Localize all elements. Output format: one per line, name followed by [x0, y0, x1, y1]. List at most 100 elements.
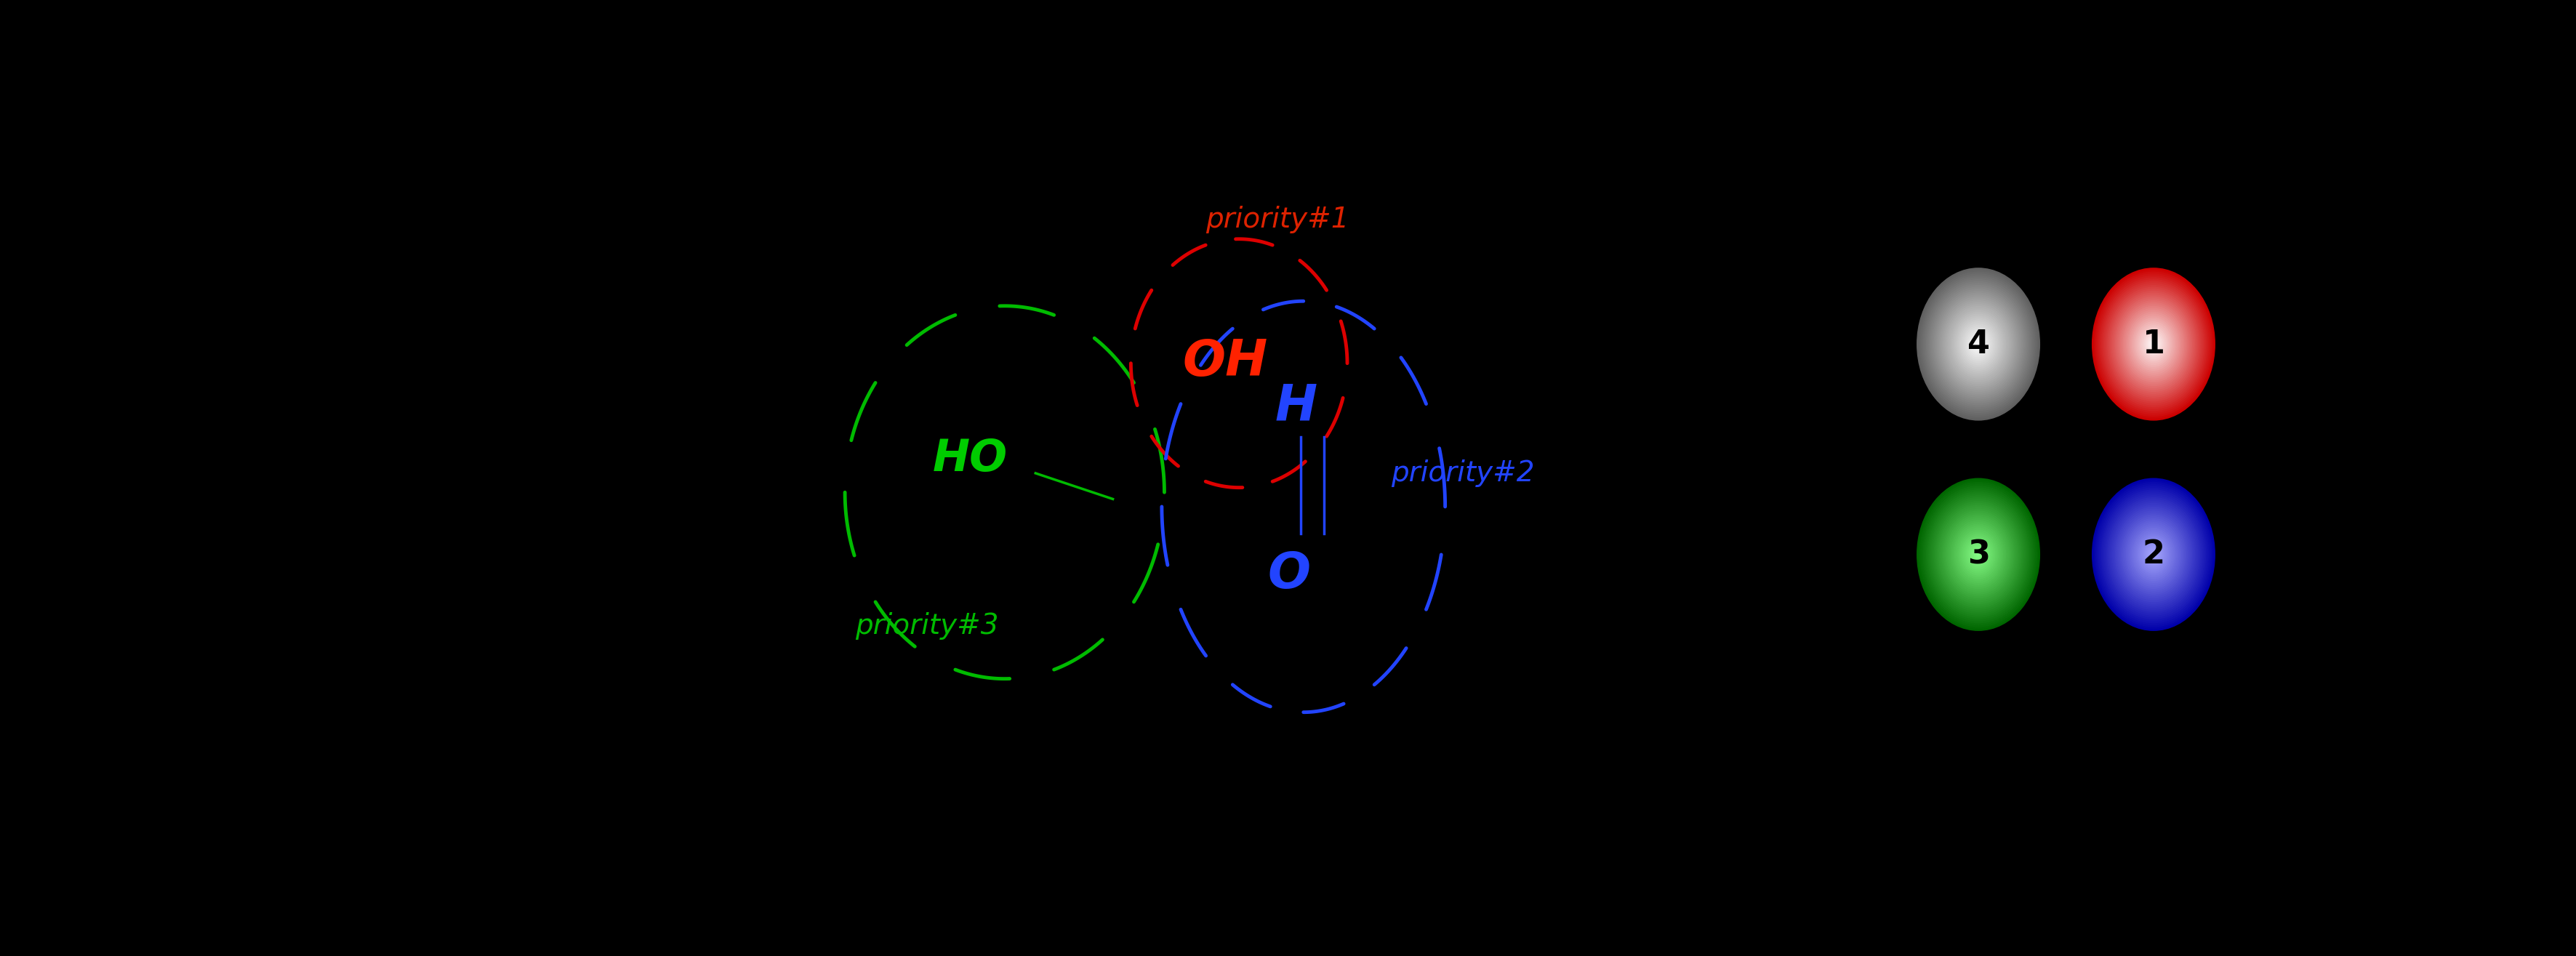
Ellipse shape	[2110, 499, 2197, 610]
Ellipse shape	[1935, 499, 2022, 610]
Ellipse shape	[2097, 275, 2210, 413]
Ellipse shape	[1922, 273, 2035, 415]
Ellipse shape	[2117, 300, 2190, 388]
Ellipse shape	[2094, 480, 2213, 629]
Ellipse shape	[1958, 530, 1999, 579]
Ellipse shape	[2097, 484, 2210, 625]
Ellipse shape	[1958, 319, 1999, 369]
Ellipse shape	[2094, 482, 2213, 627]
Ellipse shape	[2136, 532, 2172, 577]
Ellipse shape	[1973, 337, 1984, 352]
Ellipse shape	[2128, 522, 2179, 587]
Ellipse shape	[1973, 549, 1984, 560]
Ellipse shape	[1924, 277, 2032, 411]
Ellipse shape	[2151, 342, 2156, 346]
Text: 4: 4	[1968, 329, 1989, 359]
Ellipse shape	[1919, 482, 2038, 627]
Ellipse shape	[2120, 304, 2187, 384]
Ellipse shape	[2148, 338, 2159, 350]
Text: 2: 2	[2143, 539, 2164, 570]
Ellipse shape	[1958, 528, 1999, 581]
Ellipse shape	[1929, 493, 2027, 616]
Ellipse shape	[1919, 272, 2038, 417]
Ellipse shape	[2107, 287, 2200, 402]
Ellipse shape	[1955, 526, 2002, 583]
Ellipse shape	[2130, 526, 2177, 583]
Ellipse shape	[1973, 547, 1984, 562]
Ellipse shape	[2102, 281, 2205, 407]
Ellipse shape	[2133, 528, 2174, 581]
Ellipse shape	[2138, 535, 2169, 574]
Ellipse shape	[2110, 289, 2197, 400]
Ellipse shape	[1932, 497, 2025, 612]
Ellipse shape	[2105, 495, 2202, 614]
Ellipse shape	[2143, 333, 2164, 356]
Ellipse shape	[1937, 505, 2020, 604]
Ellipse shape	[2136, 533, 2172, 576]
Ellipse shape	[1942, 509, 2014, 600]
Ellipse shape	[1965, 539, 1991, 570]
Ellipse shape	[1968, 541, 1989, 568]
Ellipse shape	[1919, 480, 2038, 629]
Ellipse shape	[1937, 294, 2020, 394]
Text: H: H	[1275, 382, 1316, 430]
Ellipse shape	[2117, 298, 2190, 390]
Ellipse shape	[1953, 524, 2004, 585]
Ellipse shape	[2151, 553, 2156, 556]
Ellipse shape	[1960, 532, 1996, 577]
Ellipse shape	[1929, 283, 2027, 405]
Ellipse shape	[1968, 333, 1989, 356]
Ellipse shape	[2092, 478, 2215, 631]
Ellipse shape	[1940, 296, 2017, 392]
Text: priority#2: priority#2	[1391, 460, 1535, 487]
Ellipse shape	[2110, 291, 2197, 398]
Ellipse shape	[1976, 340, 1981, 348]
Ellipse shape	[2117, 509, 2190, 600]
Ellipse shape	[1971, 545, 1986, 564]
Ellipse shape	[1945, 512, 2012, 597]
Text: 3: 3	[1968, 539, 1989, 570]
Ellipse shape	[1924, 488, 2032, 621]
Ellipse shape	[2112, 293, 2195, 396]
Ellipse shape	[1942, 300, 2014, 388]
Ellipse shape	[2120, 512, 2187, 597]
Ellipse shape	[1935, 501, 2022, 608]
Ellipse shape	[2148, 337, 2159, 352]
Ellipse shape	[1971, 335, 1986, 354]
Ellipse shape	[1973, 338, 1984, 350]
Ellipse shape	[1958, 317, 1999, 371]
Ellipse shape	[1968, 543, 1989, 566]
Ellipse shape	[2102, 489, 2205, 619]
Ellipse shape	[1947, 516, 2009, 593]
Ellipse shape	[2148, 547, 2159, 562]
Ellipse shape	[1950, 310, 2007, 379]
Ellipse shape	[1922, 275, 2035, 413]
Ellipse shape	[2097, 486, 2210, 623]
Ellipse shape	[2133, 530, 2174, 579]
Ellipse shape	[2105, 285, 2202, 403]
Ellipse shape	[2133, 317, 2174, 371]
Ellipse shape	[2141, 537, 2166, 572]
Ellipse shape	[1927, 489, 2030, 619]
Ellipse shape	[1927, 281, 2030, 407]
Ellipse shape	[1935, 289, 2022, 400]
Ellipse shape	[2112, 503, 2195, 606]
Text: OH: OH	[1182, 337, 1267, 385]
Ellipse shape	[1976, 342, 1981, 346]
Ellipse shape	[1937, 503, 2020, 606]
Ellipse shape	[1927, 491, 2030, 618]
Ellipse shape	[2133, 319, 2174, 369]
Ellipse shape	[2120, 302, 2187, 386]
Ellipse shape	[2099, 488, 2208, 621]
Ellipse shape	[1960, 321, 1996, 367]
Ellipse shape	[2107, 497, 2200, 612]
Ellipse shape	[2112, 505, 2195, 604]
Ellipse shape	[2105, 493, 2202, 616]
Ellipse shape	[2143, 331, 2164, 358]
Ellipse shape	[2141, 327, 2166, 361]
Ellipse shape	[2141, 539, 2166, 570]
Ellipse shape	[2115, 507, 2192, 602]
Ellipse shape	[1927, 279, 2030, 409]
Ellipse shape	[2125, 308, 2182, 380]
Ellipse shape	[1917, 478, 2040, 631]
